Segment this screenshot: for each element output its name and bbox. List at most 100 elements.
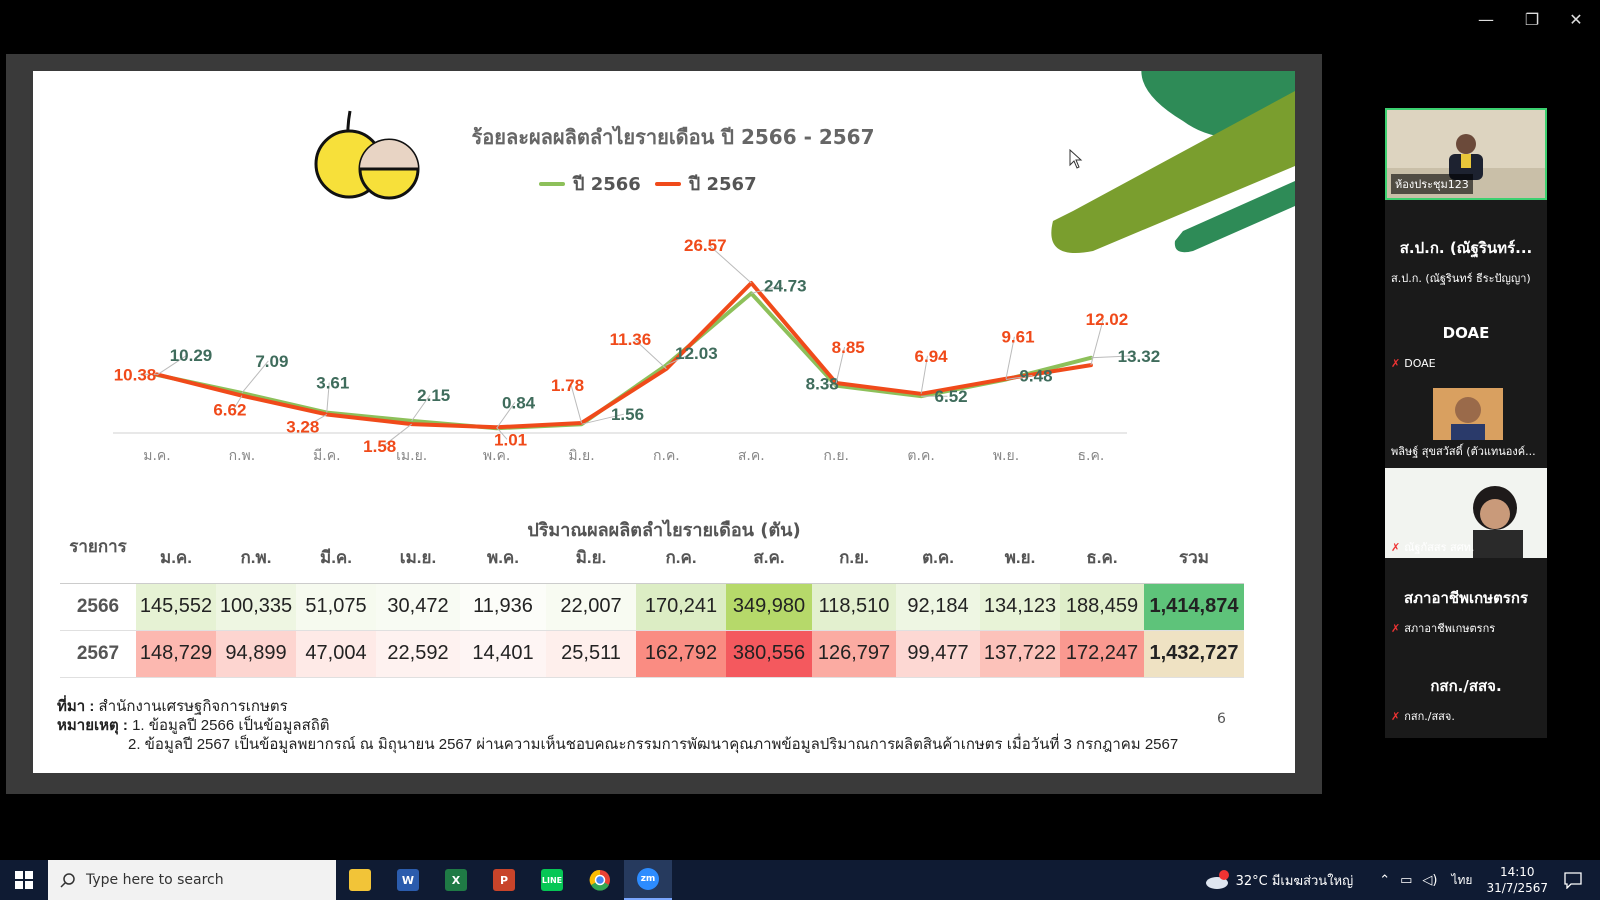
table-cell-total: 1,432,727 — [1144, 630, 1244, 678]
participant-name-6: กสก./สสจ. — [1430, 677, 1502, 695]
mic-muted-icon: ✗ — [1391, 357, 1401, 370]
start-button[interactable] — [0, 860, 48, 900]
chevron-up-icon[interactable]: ⌃ — [1379, 872, 1391, 888]
participant-sub-2: DOAE — [1404, 357, 1436, 370]
mic-muted-icon: ✗ — [1391, 541, 1401, 554]
notification-icon[interactable] — [1564, 871, 1582, 889]
series-line-ปี 2567 — [155, 281, 1093, 430]
speaker-icon[interactable]: ◁) — [1422, 872, 1438, 888]
x-tick-label: มิ.ย. — [568, 448, 594, 464]
table-cell: 188,459 — [1060, 583, 1144, 631]
table-cell: 92,184 — [896, 583, 980, 631]
table-cell: 25,511 — [546, 630, 636, 678]
table-cell: 47,004 — [296, 630, 376, 678]
video-feed — [1385, 468, 1547, 558]
table-cell: 126,797 — [812, 630, 896, 678]
table-cell: 11,936 — [460, 583, 546, 631]
word-button[interactable]: W — [384, 860, 432, 900]
participant-tile-video-2[interactable]: ✗ ณัฐกัสสร สศท. — [1385, 468, 1547, 558]
participant-sub-6: กสก./สสจ. — [1404, 710, 1455, 723]
leader-line — [411, 394, 431, 422]
x-tick-label: ก.ค. — [653, 448, 680, 464]
table-cell: 94,899 — [216, 630, 296, 678]
slide-notes: ที่มา : สำนักงานเศรษฐกิจการเกษตร หมายเหต… — [57, 697, 1178, 754]
legend-2567-label: ปี 2567 — [688, 174, 757, 195]
table-row: 2567 148,729 94,899 47,004 22,592 14,401 25,51… — [60, 630, 1244, 678]
chrome-button[interactable] — [576, 860, 624, 900]
table-cell: 148,729 — [136, 630, 216, 678]
data-label: 3.28 — [286, 417, 319, 436]
participant-sub-3: พลิษฐ์ สุขสวัสดิ์ (ตัวแทนองค์... — [1391, 445, 1536, 458]
participant-label: ห้องประชุม123 — [1391, 174, 1473, 194]
powerpoint-button[interactable]: P — [480, 860, 528, 900]
leader-line — [920, 355, 928, 394]
minimize-icon[interactable]: — — [1478, 10, 1494, 29]
mouse-cursor-icon — [1069, 149, 1083, 169]
system-tray: 32°C มีเมฆส่วนใหญ่ ⌃ ▭ ◁) ไทย 14:10 31/7… — [1204, 860, 1600, 900]
search-placeholder: Type here to search — [86, 872, 224, 888]
table-header-month: พ.ย. — [980, 533, 1060, 584]
data-label: 1.58 — [363, 437, 396, 456]
table-row: 2566 145,552 100,335 51,075 30,472 11,936 22,0… — [60, 583, 1244, 631]
production-table: รายการ ม.ค. ก.พ. มี.ค. เม.ย. พ.ค. มิ.ย. ก.ค. ส.ค… — [60, 533, 1244, 678]
leader-line — [633, 338, 667, 370]
search-icon — [60, 873, 75, 888]
close-icon[interactable]: ✕ — [1569, 10, 1583, 29]
zoom-button[interactable]: zm — [624, 860, 672, 900]
table-cell: 170,241 — [636, 583, 726, 631]
leader-line — [496, 426, 508, 440]
file-explorer-button[interactable] — [336, 860, 384, 900]
taskbar: Type here to search W X P LINE zm 32°C ม… — [0, 860, 1600, 900]
avatar — [1433, 388, 1503, 440]
weather-text[interactable]: 32°C มีเมฆส่วนใหญ่ — [1235, 873, 1354, 889]
table-cell: 134,123 — [980, 583, 1060, 631]
legend-2566-label: ปี 2566 — [573, 174, 641, 195]
data-label: 9.61 — [1001, 328, 1034, 347]
network-icon[interactable]: ▭ — [1400, 872, 1413, 888]
participant-sub-5: สภาอาชีพเกษตรกร — [1404, 622, 1496, 635]
table-cell: 349,980 — [726, 583, 812, 631]
source-label: ที่มา : — [57, 698, 95, 715]
leader-line — [835, 346, 846, 384]
x-tick-label: พ.ย. — [993, 448, 1019, 464]
table-cell: 51,075 — [296, 583, 376, 631]
data-label: 8.38 — [806, 375, 839, 394]
table-header-month: ต.ค. — [896, 533, 980, 584]
row-year: 2567 — [60, 630, 136, 678]
x-tick-label: เม.ย. — [396, 448, 427, 464]
excel-icon: X — [445, 869, 467, 891]
x-tick-label: ส.ค. — [738, 448, 765, 464]
legend-2567-line — [654, 181, 681, 186]
presentation-slide: ร้อยละผลผลิตลำไยรายเดือน ปี 2566 - 2567 … — [33, 71, 1295, 773]
data-label: 0.84 — [502, 393, 536, 412]
table-header-month: มิ.ย. — [546, 533, 636, 584]
restore-icon[interactable]: ❐ — [1524, 10, 1540, 29]
line-icon: LINE — [541, 869, 563, 891]
participant-sub-1: ส.ป.ก. (ณัฐรินทร์ ธีระปัญญา) — [1391, 272, 1531, 285]
excel-button[interactable]: X — [432, 860, 480, 900]
table-header-month: ก.ค. — [636, 533, 726, 584]
participant-sub-4: ณัฐกัสสร สศท. — [1404, 541, 1475, 554]
note-1: 1. ข้อมูลปี 2566 เป็นข้อมูลสถิติ — [132, 717, 330, 734]
data-label: 12.02 — [1086, 310, 1129, 329]
participant-tile-active[interactable]: ห้องประชุม123 — [1385, 108, 1547, 200]
mic-muted-icon: ✗ — [1391, 710, 1401, 723]
leader-line — [1005, 374, 1033, 380]
weather-cloud-icon[interactable] — [1204, 870, 1230, 890]
note-label: หมายเหตุ : — [57, 717, 128, 734]
leader-line — [666, 352, 694, 366]
participant-tile-photo[interactable]: พลิษฐ์ สุขสวัสดิ์ (ตัวแทนองค์... — [1385, 388, 1547, 460]
line-button[interactable]: LINE — [528, 860, 576, 900]
table-header-month: ส.ค. — [726, 533, 812, 584]
x-tick-label: ต.ค. — [907, 448, 934, 464]
language-indicator[interactable]: ไทย — [1451, 872, 1473, 887]
clock[interactable]: 14:10 31/7/2567 — [1486, 864, 1548, 896]
leader-line — [156, 354, 188, 376]
taskbar-search[interactable]: Type here to search — [48, 860, 336, 900]
x-tick-label: ม.ค. — [143, 448, 171, 464]
table-header-items: รายการ — [60, 533, 136, 584]
data-label: 10.38 — [114, 365, 157, 384]
leader-line — [326, 382, 330, 413]
leader-line — [570, 384, 582, 424]
